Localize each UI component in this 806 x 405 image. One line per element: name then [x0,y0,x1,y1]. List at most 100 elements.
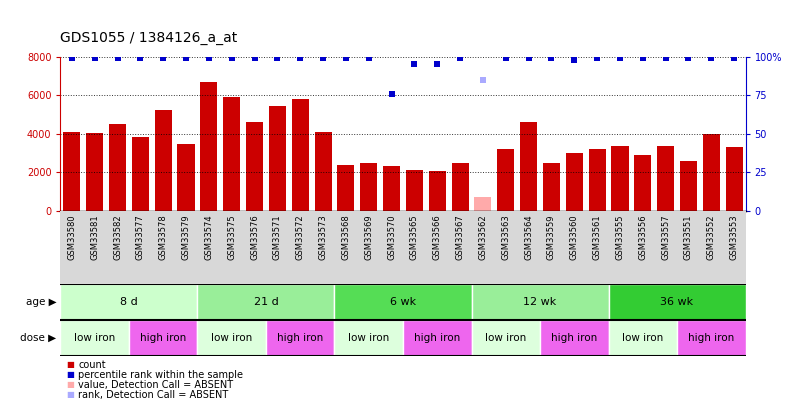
Bar [540,320,609,356]
Bar [86,133,103,211]
Text: GSM33556: GSM33556 [638,214,647,260]
Bar [634,155,651,211]
Text: GSM33553: GSM33553 [729,214,738,260]
Bar [334,284,472,320]
Text: GSM33567: GSM33567 [455,214,464,260]
Text: dose ▶: dose ▶ [20,333,56,343]
Bar [383,166,400,211]
Text: 21 d: 21 d [254,297,278,307]
Text: rank, Detection Call = ABSENT: rank, Detection Call = ABSENT [78,390,228,400]
Text: 12 wk: 12 wk [523,297,557,307]
Bar [680,160,697,211]
Bar [177,144,194,211]
Bar [703,134,720,211]
Bar [609,284,746,320]
Text: low iron: low iron [485,333,526,343]
Text: GSM33571: GSM33571 [273,214,282,260]
Bar [475,197,492,211]
Bar [406,170,423,211]
Bar [677,320,746,356]
Bar [588,149,605,211]
Text: GSM33566: GSM33566 [433,214,442,260]
Text: low iron: low iron [74,333,115,343]
Bar [269,106,286,211]
Text: age ▶: age ▶ [26,297,56,307]
Text: high iron: high iron [277,333,323,343]
Bar [132,136,149,211]
Text: ■: ■ [66,390,74,399]
Text: 36 wk: 36 wk [660,297,694,307]
Bar [314,132,331,211]
Bar [129,320,197,356]
Text: GSM33562: GSM33562 [479,214,488,260]
Bar [338,165,355,211]
Text: GSM33565: GSM33565 [410,214,419,260]
Bar [520,122,537,211]
Text: low iron: low iron [348,333,389,343]
Bar [543,162,560,211]
Bar [246,122,263,211]
Text: GSM33576: GSM33576 [250,214,259,260]
Text: GSM33569: GSM33569 [364,214,373,260]
Text: GSM33568: GSM33568 [342,214,351,260]
Text: high iron: high iron [140,333,186,343]
Text: count: count [78,360,106,369]
Bar [472,284,609,320]
Text: high iron: high iron [414,333,460,343]
Bar [403,320,472,356]
Text: GSM33580: GSM33580 [68,214,77,260]
Text: GSM33574: GSM33574 [205,214,214,260]
Text: low iron: low iron [211,333,252,343]
Bar [609,320,677,356]
Text: GSM33573: GSM33573 [318,214,327,260]
Text: high iron: high iron [551,333,597,343]
Bar [223,97,240,211]
Text: GSM33570: GSM33570 [387,214,396,260]
Text: 8 d: 8 d [120,297,138,307]
Text: GSM33564: GSM33564 [524,214,533,260]
Text: GSM33552: GSM33552 [707,214,716,260]
Text: high iron: high iron [688,333,734,343]
Bar [64,132,81,211]
Bar [201,82,218,211]
Bar [60,284,197,320]
Text: ■: ■ [66,380,74,389]
Text: GSM33581: GSM33581 [90,214,99,260]
Bar [109,124,126,211]
Text: GSM33578: GSM33578 [159,214,168,260]
Bar [497,149,514,211]
Text: GSM33551: GSM33551 [684,214,693,260]
Bar [197,320,266,356]
Text: ■: ■ [66,360,74,369]
Text: GSM33577: GSM33577 [136,214,145,260]
Bar [451,164,468,211]
Text: GSM33559: GSM33559 [547,214,556,260]
Text: ■: ■ [66,370,74,379]
Text: value, Detection Call = ABSENT: value, Detection Call = ABSENT [78,380,233,390]
Bar [360,164,377,211]
Bar [155,110,172,211]
Text: GSM33575: GSM33575 [227,214,236,260]
Text: GSM33582: GSM33582 [113,214,122,260]
Text: percentile rank within the sample: percentile rank within the sample [78,370,243,379]
Bar [60,320,129,356]
Bar [725,147,742,211]
Text: GSM33563: GSM33563 [501,214,510,260]
Bar [472,320,540,356]
Bar [292,99,309,211]
Bar [334,320,403,356]
Text: GSM33560: GSM33560 [570,214,579,260]
Text: 6 wk: 6 wk [390,297,416,307]
Text: GSM33555: GSM33555 [616,214,625,260]
Text: GDS1055 / 1384126_a_at: GDS1055 / 1384126_a_at [60,30,238,45]
Text: GSM33557: GSM33557 [661,214,670,260]
Bar [197,284,334,320]
Bar [612,146,629,211]
Bar [657,146,674,211]
Bar [266,320,334,356]
Bar [429,171,446,211]
Text: low iron: low iron [622,333,663,343]
Bar [566,153,583,211]
Text: GSM33572: GSM33572 [296,214,305,260]
Text: GSM33561: GSM33561 [592,214,601,260]
